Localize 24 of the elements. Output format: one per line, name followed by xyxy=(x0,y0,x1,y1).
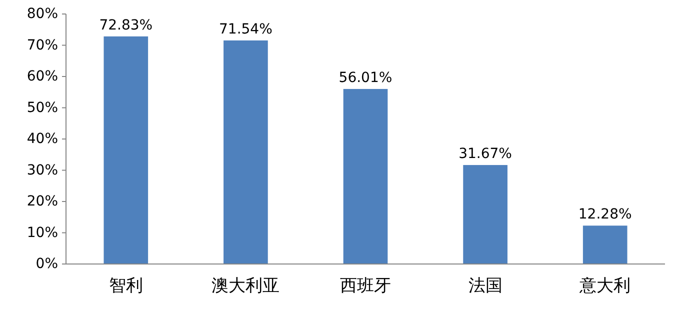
y-tick-label: 50% xyxy=(26,100,58,116)
x-tick-label: 意大利 xyxy=(578,276,631,296)
y-tick-label: 60% xyxy=(26,68,58,84)
data-label: 12.28% xyxy=(578,206,632,223)
y-tick-label: 70% xyxy=(26,37,58,54)
y-tick-label: 0% xyxy=(36,256,58,272)
x-tick-label: 法国 xyxy=(468,276,502,296)
x-tick-label: 澳大利亚 xyxy=(212,276,280,296)
bar xyxy=(463,165,508,264)
data-label: 72.83% xyxy=(99,17,153,34)
bar xyxy=(104,36,148,264)
bar xyxy=(343,88,388,264)
y-tick-label: 10% xyxy=(26,224,58,241)
data-label: 56.01% xyxy=(338,70,392,86)
y-tick-label: 80% xyxy=(26,6,58,22)
y-tick-label: 20% xyxy=(26,194,58,210)
x-tick-label: 智利 xyxy=(108,276,143,296)
y-tick-label: 40% xyxy=(26,131,58,147)
y-tick-label: 30% xyxy=(26,162,58,178)
x-tick-label: 西班牙 xyxy=(340,276,391,296)
bar xyxy=(582,226,628,264)
bar xyxy=(224,40,268,264)
data-label: 71.54% xyxy=(219,21,272,38)
data-label: 31.67% xyxy=(458,146,512,162)
